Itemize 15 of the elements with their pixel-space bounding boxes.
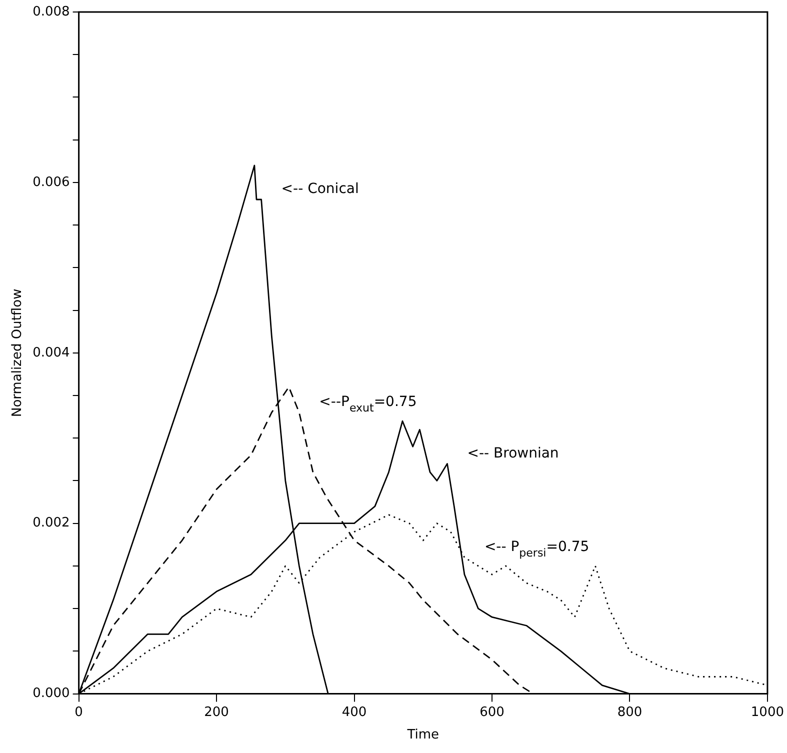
y-tick-label: 0.000 [32, 686, 70, 702]
x-axis-title: Time [406, 728, 440, 743]
series-label: <-- Brownian [467, 445, 559, 462]
x-tick-label: 0 [74, 704, 83, 720]
y-tick-label: 0.002 [32, 516, 70, 531]
x-tick-label: 800 [617, 704, 642, 720]
x-tick-label: 600 [480, 704, 504, 720]
y-tick-label: 0.004 [32, 345, 70, 360]
x-tick-label: 200 [204, 704, 229, 720]
y-axis-title: Normalized Outflow [10, 288, 26, 417]
x-tick-label: 1000 [750, 704, 784, 720]
y-tick-label: 0.008 [32, 4, 70, 20]
y-tick-label: 0.006 [32, 174, 70, 190]
x-tick-label: 400 [342, 704, 367, 720]
series-label: <-- Conical [281, 181, 359, 198]
